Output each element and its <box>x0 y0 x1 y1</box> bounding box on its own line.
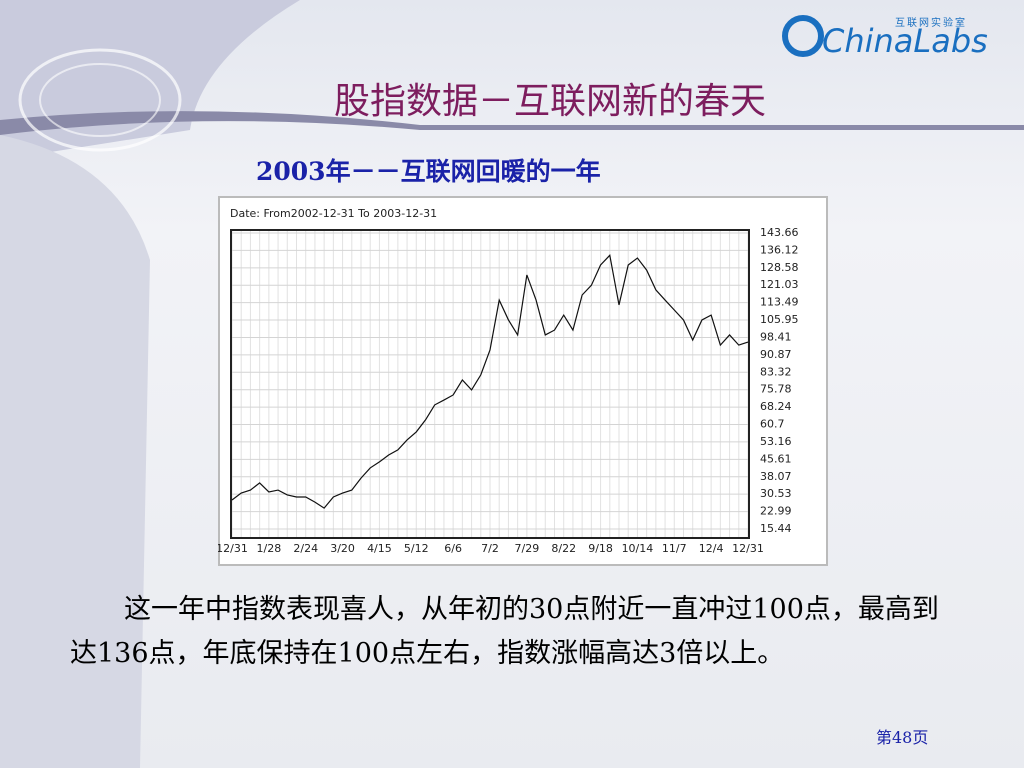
logo-en: ChinaLabs <box>822 22 988 60</box>
x-tick-label: 7/29 <box>515 542 540 555</box>
y-tick-label: 128.58 <box>760 261 799 274</box>
chart-title: Date: From2002-12-31 To 2003-12-31 <box>230 207 437 220</box>
x-tick-label: 10/14 <box>622 542 654 555</box>
x-tick-label: 8/22 <box>551 542 576 555</box>
logo-cn: 互联网实验室 <box>895 18 967 29</box>
x-tick-label: 12/31 <box>218 542 248 555</box>
y-tick-label: 75.78 <box>760 383 792 396</box>
body-text: 这一年中指数表现喜人，从年初的30点附近一直冲过100点，最高到达136点，年底… <box>70 594 939 669</box>
y-tick-label: 38.07 <box>760 470 792 483</box>
plot-frame <box>230 229 750 539</box>
x-tick-label: 7/2 <box>481 542 499 555</box>
page-number: 第48页 <box>876 728 929 747</box>
slide-title: 股指数据－互联网新的春天 <box>333 81 766 122</box>
x-tick-label: 6/6 <box>444 542 462 555</box>
y-tick-label: 105.95 <box>760 313 799 326</box>
x-tick-label: 4/15 <box>367 542 392 555</box>
x-tick-label: 5/12 <box>404 542 429 555</box>
slide-subtitle: 2003年－－互联网回暖的一年 <box>256 157 601 186</box>
y-tick-label: 121.03 <box>760 278 799 291</box>
y-tick-label: 90.87 <box>760 348 792 361</box>
y-tick-label: 136.12 <box>760 243 799 256</box>
x-tick-label: 11/7 <box>662 542 687 555</box>
chart: Date: From2002-12-31 To 2003-12-31 12/31… <box>218 196 828 566</box>
y-tick-label: 45.61 <box>760 452 792 465</box>
y-tick-label: 113.49 <box>760 296 799 309</box>
y-tick-label: 15.44 <box>760 522 792 535</box>
y-tick-label: 60.7 <box>760 418 785 431</box>
y-tick-label: 53.16 <box>760 435 792 448</box>
x-tick-label: 12/4 <box>699 542 724 555</box>
line <box>231 254 749 509</box>
x-tick-label: 3/20 <box>330 542 355 555</box>
y-tick-label: 83.32 <box>760 365 792 378</box>
x-tick-label: 12/31 <box>732 542 764 555</box>
y-tick-label: 98.41 <box>760 330 792 343</box>
x-tick-label: 9/18 <box>588 542 613 555</box>
x-tick-label: 2/24 <box>293 542 318 555</box>
y-tick-label: 143.66 <box>760 226 799 239</box>
y-tick-label: 68.24 <box>760 400 792 413</box>
y-tick-label: 22.99 <box>760 505 792 518</box>
y-tick-label: 30.53 <box>760 487 792 500</box>
x-tick-label: 1/28 <box>257 542 282 555</box>
chart-frame <box>218 196 828 566</box>
